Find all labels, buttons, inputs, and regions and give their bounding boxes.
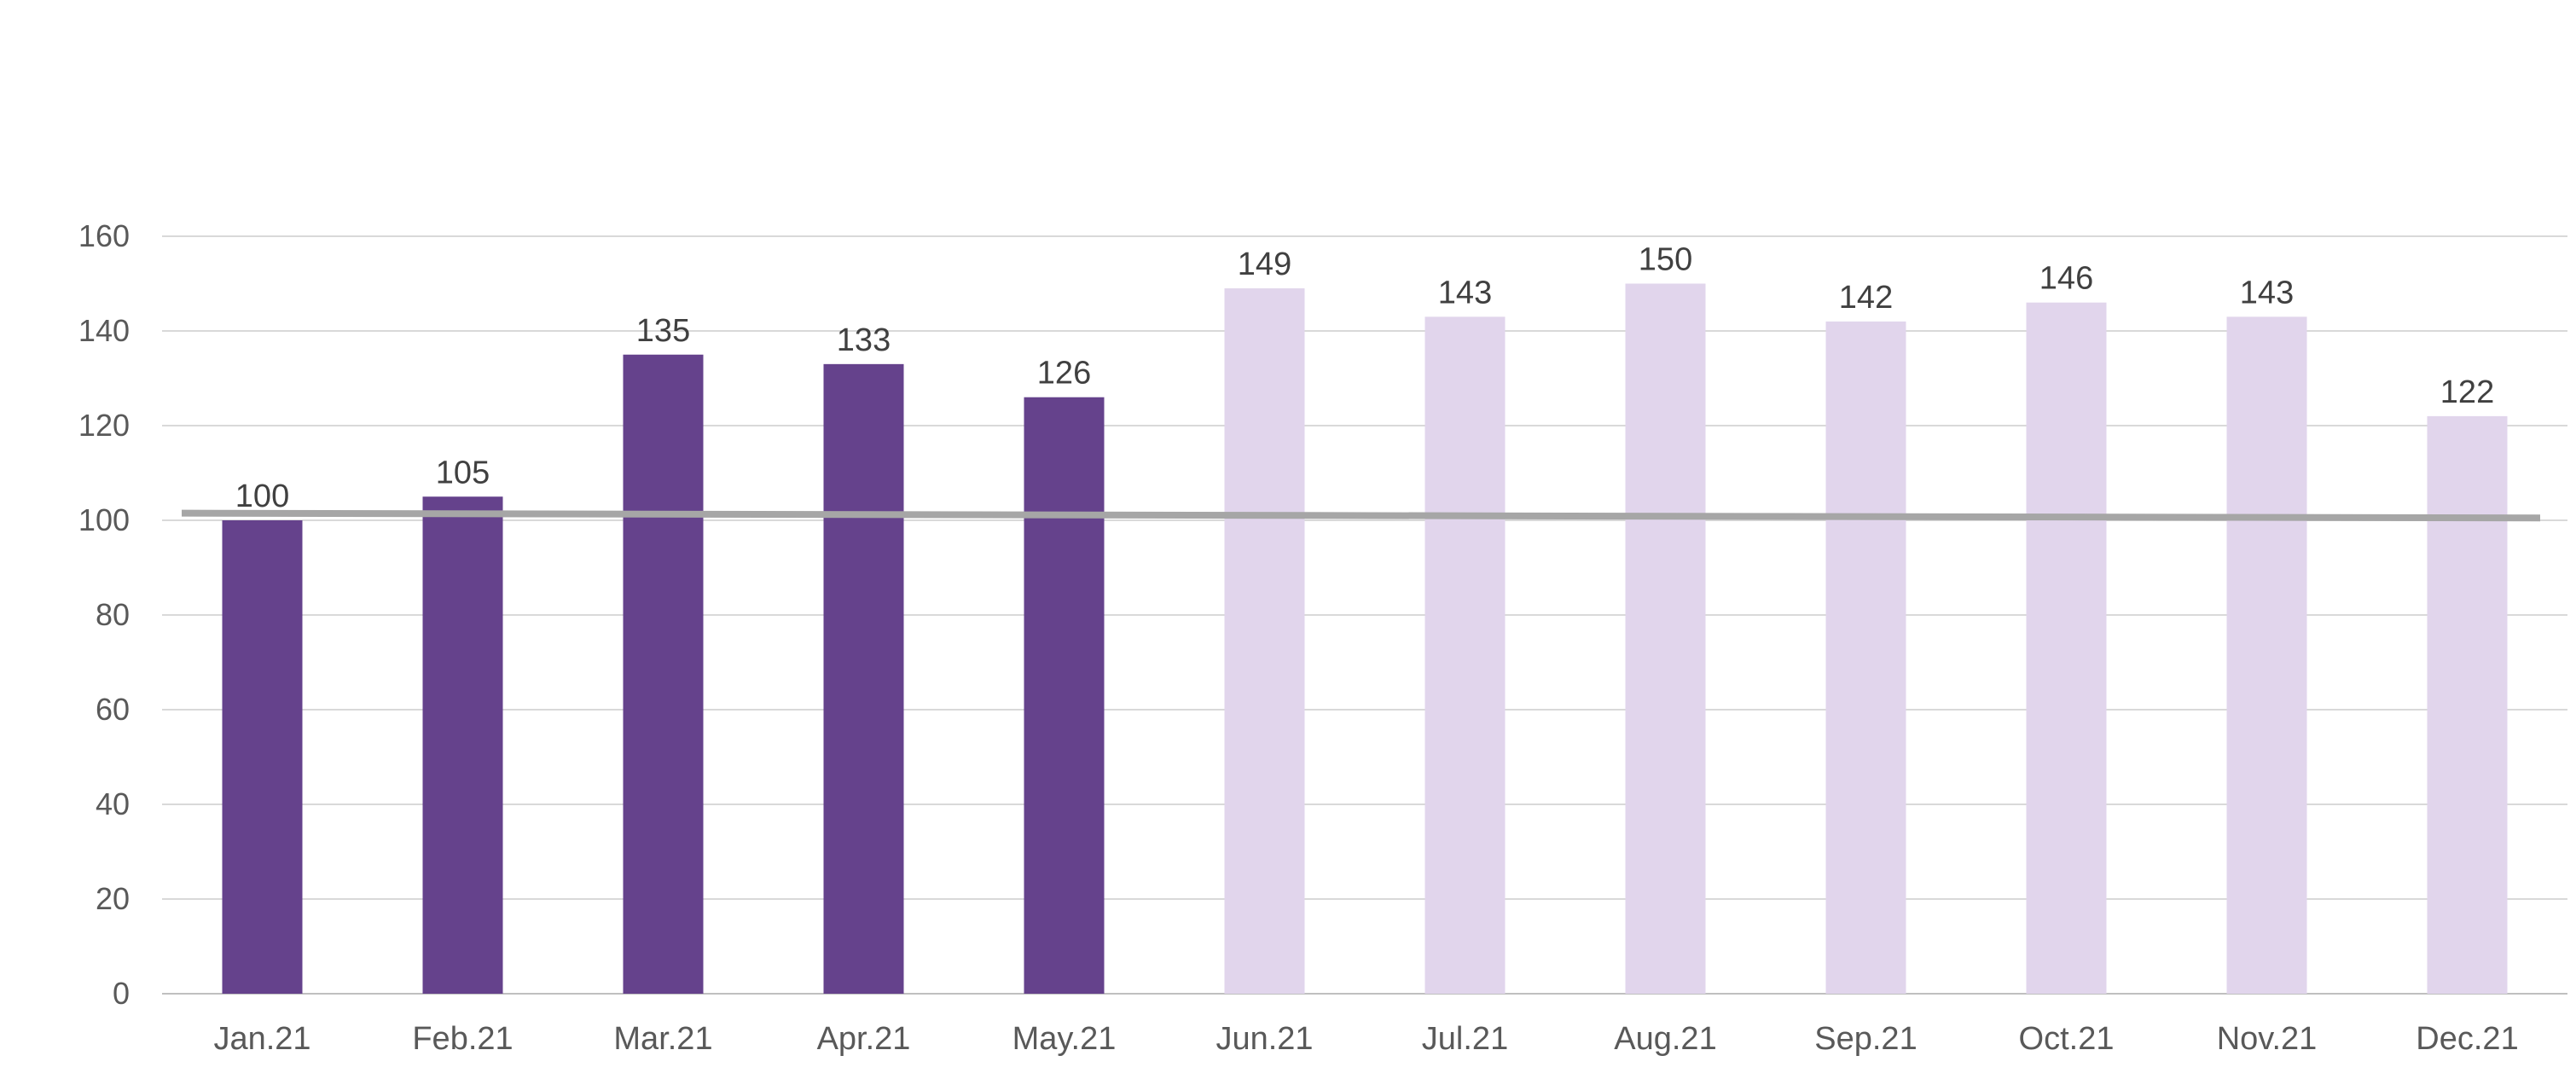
y-tick-label: 120 (78, 408, 130, 443)
bar (2226, 316, 2307, 995)
y-tick-label: 100 (78, 502, 130, 537)
bar (222, 520, 303, 994)
data-labels: 100 105 135 133 126 149 143 150 142 146 143 122 (235, 242, 2494, 515)
bar (422, 496, 503, 994)
bar (1224, 288, 1305, 994)
category-label: Mar.21 (613, 1021, 712, 1057)
data-label: 143 (1438, 275, 1492, 310)
y-tick-label: 60 (96, 692, 130, 727)
category-label: Nov.21 (2217, 1021, 2318, 1057)
bars (222, 283, 2508, 995)
category-label: Apr.21 (817, 1021, 911, 1057)
category-label: Feb.21 (412, 1021, 513, 1057)
bar (623, 354, 704, 994)
bar (1024, 397, 1105, 994)
y-tick-label: 0 (113, 976, 130, 1011)
bar (2026, 302, 2107, 994)
category-label: Sep.21 (1814, 1021, 1917, 1057)
data-label: 142 (1839, 280, 1893, 316)
category-label: May.21 (1012, 1021, 1117, 1057)
bar (1424, 316, 1506, 995)
category-label: Jan.21 (213, 1021, 310, 1057)
bar (1625, 283, 1706, 994)
category-label: Jul.21 (1422, 1021, 1508, 1057)
data-label: 143 (2240, 275, 2294, 310)
data-label: 149 (1238, 247, 1291, 282)
data-label: 135 (636, 313, 690, 349)
y-tick-label: 40 (96, 786, 130, 821)
reference-line-group (181, 509, 2541, 522)
data-label: 122 (2440, 374, 2494, 410)
y-tick-label: 20 (96, 881, 130, 916)
gridlines (162, 235, 2567, 995)
bar (2427, 415, 2508, 994)
data-label: 150 (1639, 242, 1692, 278)
y-axis-tick-labels: 0 20 40 60 80 100 120 140 160 (78, 218, 130, 1011)
category-label: Oct.21 (2019, 1021, 2115, 1057)
bar (823, 363, 904, 995)
reference-line (181, 509, 2541, 522)
y-tick-label: 140 (78, 313, 130, 348)
data-label: 133 (837, 322, 891, 358)
category-label: Aug.21 (1614, 1021, 1716, 1057)
data-label: 100 (235, 479, 289, 514)
y-tick-label: 80 (96, 597, 130, 632)
bar (1825, 321, 1906, 994)
category-label: Jun.21 (1215, 1021, 1313, 1057)
data-label: 105 (436, 455, 490, 490)
y-tick-label: 160 (78, 218, 130, 253)
data-label: 146 (2039, 261, 2093, 297)
data-label: 126 (1037, 356, 1091, 392)
category-label: Dec.21 (2416, 1021, 2518, 1057)
x-axis-category-labels: Jan.21 Feb.21 Mar.21 Apr.21 May.21 Jun.21 Jul.… (213, 1021, 2518, 1057)
